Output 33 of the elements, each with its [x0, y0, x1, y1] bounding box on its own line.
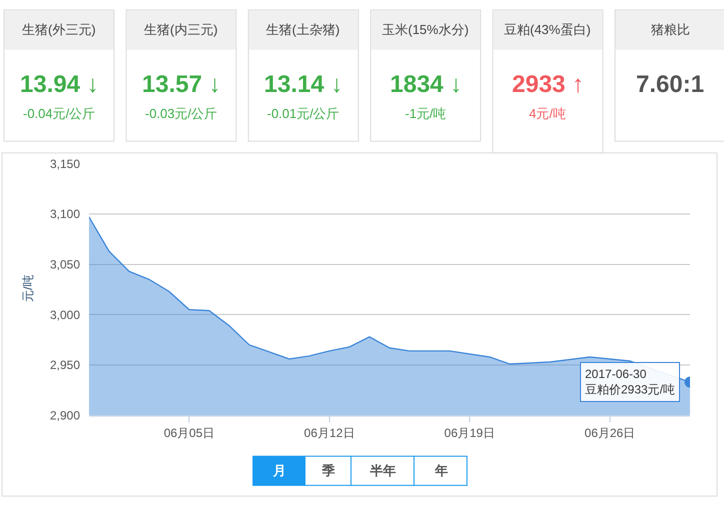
x-tick-label: 06月26日	[584, 426, 636, 440]
x-tick-label: 06月05日	[164, 426, 215, 440]
text: -0.04元/公斤	[23, 106, 96, 121]
text: 年	[434, 463, 448, 478]
text: 猪粮比	[651, 22, 690, 37]
text: 13.57 ↓	[142, 71, 221, 98]
y-tick-label: 3,150	[50, 156, 80, 171]
y-tick-label: 3,000	[50, 308, 80, 322]
y-tick-label: 2,950	[50, 358, 80, 372]
text: 13.94 ↓	[20, 71, 99, 98]
text: 13.14 ↓	[264, 71, 343, 98]
text: 生猪(内三元)	[144, 22, 218, 37]
text: 豆粕(43%蛋白)	[504, 22, 591, 37]
text: -0.03元/公斤	[145, 106, 218, 121]
text: 生猪(土杂猪)	[266, 22, 340, 37]
y-tick-label: 3,050	[50, 257, 80, 272]
text: 1834 ↓	[390, 71, 462, 98]
text: 月	[272, 463, 286, 478]
x-tick-label: 06月19日	[444, 426, 495, 440]
annotation: 2017-06-30 豆粕价2933元/吨	[585, 367, 676, 397]
y-tick-label: 3,100	[50, 207, 80, 222]
text: 7.60:1	[636, 71, 704, 98]
text: 生猪(外三元)	[22, 22, 96, 37]
text: -0.01元/公斤	[267, 106, 340, 121]
text: 2933 ↑	[512, 71, 584, 98]
text: 4元/吨	[529, 106, 566, 121]
text: -1元/吨	[405, 106, 446, 121]
text: 半年	[369, 463, 396, 478]
text: 季	[321, 463, 335, 478]
x-tick-label: 06月12日	[304, 426, 355, 440]
y-axis-title: 元/吨	[21, 274, 36, 302]
text: 玉米(15%水分)	[382, 22, 469, 37]
y-tick-label: 2,900	[50, 408, 80, 423]
